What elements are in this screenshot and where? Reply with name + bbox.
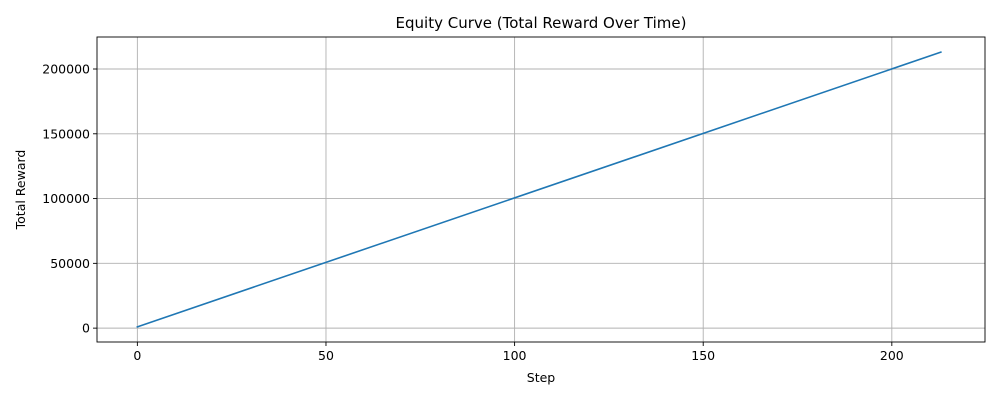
y-tick-label: 0: [82, 321, 90, 336]
chart-title: Equity Curve (Total Reward Over Time): [396, 14, 687, 32]
y-tick-label: 200000: [42, 62, 90, 77]
x-tick-label: 200: [880, 348, 904, 363]
y-tick-label: 50000: [50, 256, 90, 271]
ticks-layer: 0 50 100 150 200 0 50000 100000 150000 200000: [42, 62, 904, 363]
plot-frame: [96, 36, 986, 343]
x-tick-label: 150: [691, 348, 715, 363]
x-axis-label: Step: [527, 370, 556, 385]
grid-layer: [97, 37, 985, 342]
x-tick-label: 0: [133, 348, 141, 363]
series-line: [136, 51, 942, 328]
y-axis-label: Total Reward: [13, 150, 28, 231]
x-tick-label: 100: [503, 348, 527, 363]
y-tick-label: 150000: [42, 126, 90, 141]
y-tick-label: 100000: [42, 191, 90, 206]
x-tick-label: 50: [318, 348, 334, 363]
series-layer: [136, 51, 942, 328]
